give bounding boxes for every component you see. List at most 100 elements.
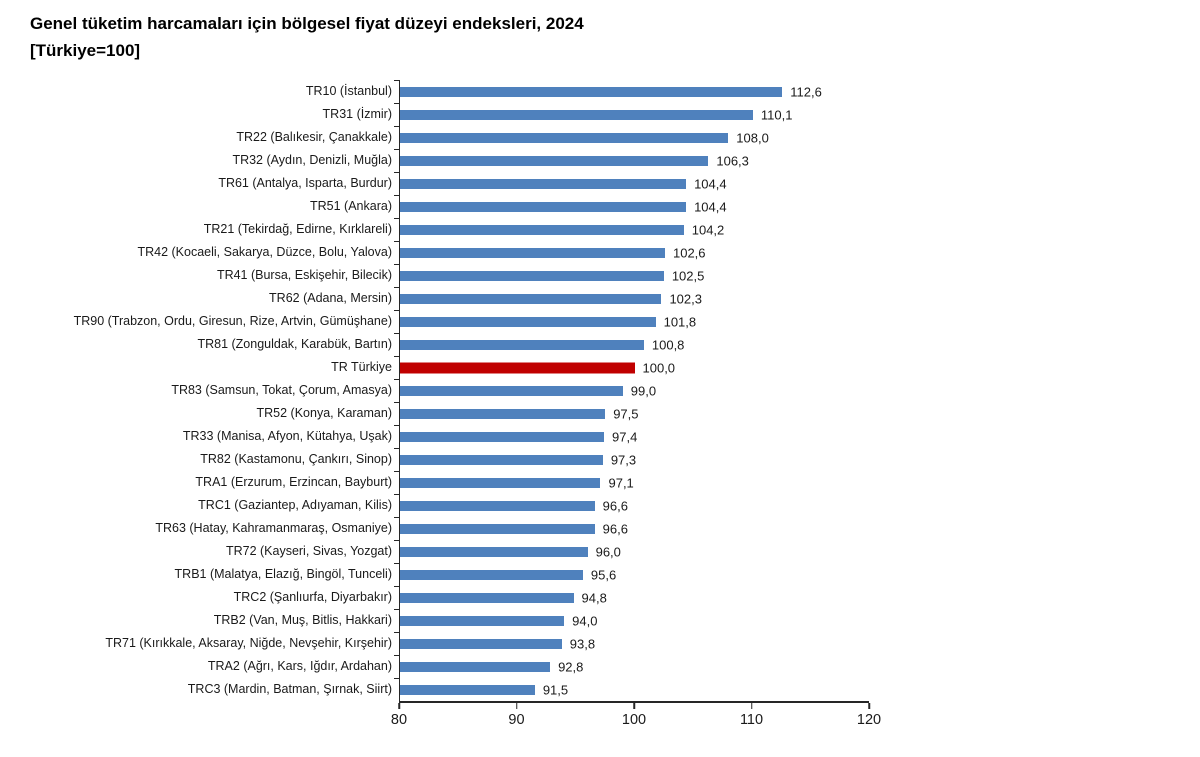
category-label: TR41 (Bursa, Eskişehir, Bilecik) xyxy=(216,268,392,283)
bar-cell: 96,0 xyxy=(393,539,869,563)
chart-row: TR83 (Samsun, Tokat, Çorum, Amasya) 99,0 xyxy=(30,378,1200,402)
category-label: TRA1 (Erzurum, Erzincan, Bayburt) xyxy=(195,475,392,490)
bar-cell: 102,5 xyxy=(393,263,869,287)
value-label: 93,8 xyxy=(569,636,596,651)
category-label: TR52 (Konya, Karaman) xyxy=(256,406,392,421)
value-label: 110,1 xyxy=(760,107,793,122)
chart-row: TR21 (Tekirdağ, Edirne, Kırklareli) 104,2 xyxy=(30,217,1200,241)
bar xyxy=(400,339,644,350)
value-label: 96,6 xyxy=(602,498,628,513)
bar xyxy=(400,109,753,120)
bar xyxy=(400,132,729,143)
chart-row: TRA1 (Erzurum, Erzincan, Bayburt) 97,1 xyxy=(30,470,1200,494)
bar xyxy=(400,454,603,465)
chart-title: Genel tüketim harcamaları için bölgesel … xyxy=(30,14,584,33)
x-axis-tick xyxy=(633,703,635,709)
bar-cell: 102,3 xyxy=(393,286,869,310)
bar-cell: 97,5 xyxy=(393,401,869,425)
bar xyxy=(400,500,595,511)
category-label: TR10 (İstanbul) xyxy=(305,84,392,99)
value-label: 94,8 xyxy=(581,590,607,605)
category-label: TR63 (Hatay, Kahramanmaraş, Osmaniye) xyxy=(155,521,392,536)
value-label: 97,4 xyxy=(612,429,638,444)
bar xyxy=(400,293,662,304)
bar-cell: 91,5 xyxy=(393,677,869,701)
chart-row: TR62 (Adana, Mersin) 102,3 xyxy=(30,286,1200,310)
chart-row: TR72 (Kayseri, Sivas, Yozgat) 96,0 xyxy=(30,539,1200,563)
value-label: 106,3 xyxy=(716,153,749,168)
bar xyxy=(400,477,601,488)
x-axis-tick xyxy=(868,703,870,709)
category-label: TR21 (Tekirdağ, Edirne, Kırklareli) xyxy=(203,222,392,237)
title-block: Genel tüketim harcamaları için bölgesel … xyxy=(0,0,1200,64)
value-label: 102,5 xyxy=(671,268,705,283)
value-label: 100,8 xyxy=(651,337,685,352)
chart-row: TRB2 (Van, Muş, Bitlis, Hakkari) 94,0 xyxy=(30,608,1200,632)
category-label: TR82 (Kastamonu, Çankırı, Sinop) xyxy=(200,452,392,467)
chart-row: TR52 (Konya, Karaman) 97,5 xyxy=(30,401,1200,425)
chart-subtitle: [Türkiye=100] xyxy=(30,41,141,60)
x-axis-tick xyxy=(398,703,400,709)
bar xyxy=(400,270,664,281)
bar-cell: 94,0 xyxy=(393,608,869,632)
category-label: TR83 (Samsun, Tokat, Çorum, Amasya) xyxy=(171,383,392,398)
bar-cell: 92,8 xyxy=(393,654,869,678)
category-label: TR42 (Kocaeli, Sakarya, Düzce, Bolu, Yal… xyxy=(137,245,392,260)
bar-cell: 97,1 xyxy=(393,470,869,494)
value-label: 102,6 xyxy=(672,245,706,260)
bar xyxy=(400,385,623,396)
value-label: 96,0 xyxy=(595,544,621,559)
bar xyxy=(400,569,583,580)
chart-row: TR90 (Trabzon, Ordu, Giresun, Rize, Artv… xyxy=(30,309,1200,333)
value-label: 104,4 xyxy=(694,199,727,214)
category-label: TR72 (Kayseri, Sivas, Yozgat) xyxy=(225,544,392,559)
chart-row: TR81 (Zonguldak, Karabük, Bartın) 100,8 xyxy=(30,332,1200,356)
value-label: 95,6 xyxy=(590,567,617,582)
x-axis-tick-label: 100 xyxy=(621,712,647,728)
bar-cell: 97,3 xyxy=(393,447,869,471)
x-axis-tick xyxy=(515,703,518,709)
chart-row: TRC1 (Gaziantep, Adıyaman, Kilis) 96,6 xyxy=(30,493,1200,517)
chart-row: TR31 (İzmir) 110,1 xyxy=(30,102,1200,126)
bar-highlight xyxy=(400,362,635,373)
chart-row: TR63 (Hatay, Kahramanmaraş, Osmaniye) 96,… xyxy=(30,516,1200,540)
bar xyxy=(400,592,574,603)
category-label: TRA2 (Ağrı, Kars, Iğdır, Ardahan) xyxy=(207,659,392,674)
category-label: TRB1 (Malatya, Elazığ, Bingöl, Tunceli) xyxy=(174,567,392,582)
bar-cell: 112,6 xyxy=(393,79,869,103)
chart-row: TR82 (Kastamonu, Çankırı, Sinop) 97,3 xyxy=(30,447,1200,471)
category-label: TR81 (Zonguldak, Karabük, Bartın) xyxy=(197,337,392,352)
x-axis: 80 90 100 110 120 xyxy=(391,701,881,737)
chart-row: TRB1 (Malatya, Elazığ, Bingöl, Tunceli) 9… xyxy=(30,562,1200,586)
bar xyxy=(400,316,656,327)
category-label: TRC3 (Mardin, Batman, Şırnak, Siirt) xyxy=(187,682,392,697)
value-label: 99,0 xyxy=(630,383,657,398)
bar xyxy=(400,684,535,695)
value-label: 96,6 xyxy=(602,521,628,536)
bar-cell: 94,8 xyxy=(393,585,869,609)
chart-row: TR10 (İstanbul) 112,6 xyxy=(30,79,1200,103)
bar xyxy=(400,201,687,212)
bar-cell: 95,6 xyxy=(393,562,869,586)
value-label: 104,2 xyxy=(691,222,725,237)
bar-cell: 93,8 xyxy=(393,631,869,655)
value-label: 102,3 xyxy=(669,291,702,306)
category-label: TR32 (Aydın, Denizli, Muğla) xyxy=(232,153,392,168)
bar-cell: 104,4 xyxy=(393,194,869,218)
bar-chart: TR10 (İstanbul) 112,6 TR31 (İzmir) 110,1 TR2… xyxy=(0,79,1200,737)
value-label: 108,0 xyxy=(736,130,769,145)
value-label: 97,3 xyxy=(610,452,637,467)
category-label: TR71 (Kırıkkale, Aksaray, Niğde, Nevşehi… xyxy=(105,636,392,651)
bar xyxy=(400,408,606,419)
bar xyxy=(400,224,684,235)
value-label: 101,8 xyxy=(663,314,697,329)
bar-cell: 104,4 xyxy=(393,171,869,195)
bar xyxy=(400,546,588,557)
bar-cell: 102,6 xyxy=(393,240,869,264)
chart-row: TR33 (Manisa, Afyon, Kütahya, Uşak) 97,4 xyxy=(30,424,1200,448)
category-label: TR62 (Adana, Mersin) xyxy=(269,291,392,306)
chart-row: TR61 (Antalya, Isparta, Burdur) 104,4 xyxy=(30,171,1200,195)
chart-row: TR42 (Kocaeli, Sakarya, Düzce, Bolu, Yal… xyxy=(30,240,1200,264)
category-label: TR31 (İzmir) xyxy=(322,107,392,122)
bar-cell: 104,2 xyxy=(393,217,869,241)
